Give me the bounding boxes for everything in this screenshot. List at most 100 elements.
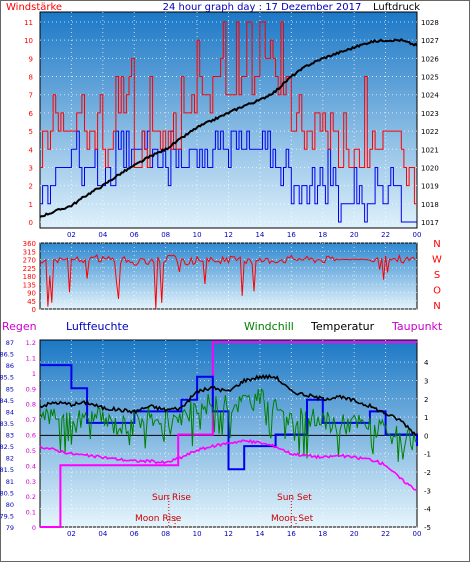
temperature-tick-label: -1 (424, 451, 431, 459)
top-x-tick-label: 16 (287, 231, 296, 239)
direction-tick-label: 0 (32, 306, 36, 314)
wind-average-line (40, 130, 417, 223)
rain-tick-label: 1.1 (26, 354, 36, 362)
bottom-x-tick-label: 00 (413, 530, 422, 538)
rain-tick-label: 0.9 (26, 385, 36, 393)
pressure-tick-label: 1022 (421, 128, 439, 136)
wind-tick-label: 8 (29, 74, 33, 82)
humidity-tick-label-half: 80.5 (0, 489, 14, 497)
rain-tick-label: 1 (32, 370, 36, 378)
humidity-tick-label: 84 (6, 408, 14, 416)
rain-tick-label: 0.8 (26, 401, 36, 409)
wind-tick-label: 3 (29, 164, 33, 172)
bottom-x-tick-label: 12 (224, 530, 233, 538)
pressure-tick-label: 1027 (421, 37, 439, 45)
humidity-tick-label: 80 (6, 501, 14, 509)
bottom-x-tick-label: 22 (381, 530, 390, 538)
bottom-x-tick-label: 18 (318, 530, 327, 538)
wind-series (40, 21, 417, 223)
legend-dewpoint: Taupunkt (391, 320, 443, 333)
rain-tick-label: 0.5 (26, 447, 36, 455)
direction-tick-label: 315 (23, 248, 36, 256)
top-x-tick-label: 02 (67, 231, 76, 239)
wind-direction-line (39, 253, 416, 309)
windchill-line (39, 387, 418, 462)
wind-tick-label: 4 (29, 146, 34, 154)
direction-tick-label: 135 (23, 281, 36, 289)
top-x-tick-label: 14 (255, 231, 264, 239)
rain-tick-label: 0.3 (26, 478, 36, 486)
wind-axis-title: Windstärke (6, 2, 62, 13)
pressure-series (39, 37, 418, 218)
bottom-axes: 0 0.1 0.2 0.3 0.4 0.5 0.6 0.7 0.8 0.9 1 1.1 1.2 79 79.… (0, 339, 432, 538)
wind-tick-label: 11 (24, 19, 33, 27)
bottom-x-tick-label: 08 (161, 530, 170, 538)
legend-temperature: Temperatur (310, 320, 375, 333)
rain-tick-label: 0 (32, 524, 36, 532)
temperature-tick-label: -3 (424, 487, 431, 495)
humidity-tick-label-half: 79.5 (0, 512, 14, 520)
top-x-tick-label: 12 (224, 231, 233, 239)
humidity-tick-label: 82 (6, 455, 14, 463)
top-x-tick-label: 22 (381, 231, 390, 239)
temperature-tick-label: 4 (424, 359, 429, 367)
wind-direction-series (39, 253, 416, 309)
pressure-tick-label: 1017 (421, 219, 439, 227)
humidity-tick-label-half: 85.5 (0, 374, 14, 382)
chart-title: 24 hour graph day : 17 Dezember 2017 (163, 2, 362, 13)
wind-tick-label: 6 (29, 110, 34, 118)
compass-label: N (433, 301, 440, 312)
wind-tick-label: 10 (24, 37, 33, 45)
rain-tick-label: 1.2 (26, 339, 36, 347)
humidity-tick-label-half: 83.5 (0, 420, 14, 428)
top-x-tick-label: 00 (413, 231, 422, 239)
wind-tick-label: 2 (29, 183, 33, 191)
humidity-tick-label: 86 (6, 362, 14, 370)
direction-tick-label: 90 (27, 290, 36, 298)
sun-rise-label: Sun Rise (152, 493, 191, 503)
pressure-tick-label: 1025 (421, 74, 439, 82)
bottom-x-tick-label: 20 (350, 530, 359, 538)
pressure-axis-title: Luftdruck (373, 2, 420, 13)
wind-tick-label: 0 (29, 219, 33, 227)
rain-tick-label: 0.1 (26, 509, 36, 517)
top-x-tick-label: 20 (350, 231, 359, 239)
direction-tick-label: 180 (23, 273, 36, 281)
moon-set-label: Moon Set (271, 514, 314, 524)
temperature-tick-label: 2 (424, 396, 428, 404)
temperature-tick-label: -2 (424, 469, 431, 477)
wind-tick-label: 5 (29, 128, 33, 136)
rain-line (40, 341, 417, 528)
pressure-tick-label: 1019 (421, 183, 439, 191)
pressure-tick-label: 1024 (421, 92, 439, 100)
temperature-line (39, 373, 418, 437)
bottom-x-tick-label: 10 (193, 530, 202, 538)
humidity-tick-label: 79 (6, 524, 14, 532)
sun-set-label: Sun Set (277, 493, 312, 503)
bottom-x-tick-label: 14 (255, 530, 264, 538)
legend-windchill: Windchill (244, 320, 294, 333)
wind-gust-line (40, 21, 417, 205)
legend-rain: Regen (2, 320, 37, 333)
temperature-tick-label: -5 (424, 524, 431, 532)
wind-tick-label: 9 (29, 55, 33, 63)
pressure-line (39, 37, 418, 218)
compass-label: W (432, 255, 442, 266)
pressure-tick-label: 1021 (421, 146, 439, 154)
temperature-tick-label: 3 (424, 377, 428, 385)
wind-tick-label: 7 (29, 92, 33, 100)
compass-label: N (433, 239, 440, 250)
pressure-tick-label: 1023 (421, 110, 439, 118)
rain-tick-label: 0.7 (26, 416, 36, 424)
humidity-tick-label-half: 86.5 (0, 351, 14, 359)
dewpoint-line (39, 438, 418, 492)
direction-tick-label: 225 (23, 265, 36, 273)
top-x-tick-label: 04 (98, 231, 107, 239)
pressure-tick-label: 1020 (421, 164, 439, 172)
humidity-tick-label: 81 (6, 478, 14, 486)
top-x-tick-label: 08 (161, 231, 170, 239)
top-x-tick-label: 06 (130, 231, 139, 239)
